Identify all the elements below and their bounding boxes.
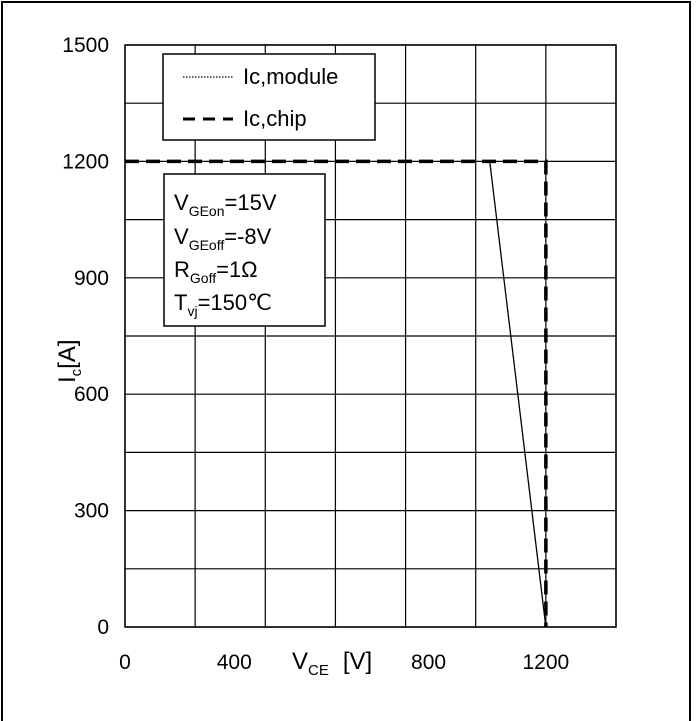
condition-box-frame bbox=[163, 173, 326, 327]
series-line-ic-module bbox=[489, 161, 547, 628]
tick-labels: 0 300 600 900 1200 1500 0 400 800 1200 bbox=[62, 34, 569, 674]
legend-label-chip: Ic,chip bbox=[243, 106, 307, 131]
y-tick-label: 600 bbox=[74, 383, 109, 406]
y-tick-label: 0 bbox=[97, 616, 109, 639]
x-tick-label: 0 bbox=[119, 651, 131, 674]
legend: Ic,module Ic,chip bbox=[162, 53, 376, 141]
condition-vgeoff: VGEoff=-8V bbox=[174, 224, 272, 253]
condition-rgoff: RGoff=1Ω bbox=[174, 257, 258, 286]
grid bbox=[124, 44, 617, 628]
plot-area-border bbox=[124, 44, 617, 628]
condition-vgeon: VGEon=15V bbox=[174, 190, 277, 219]
condition-tvj: Tvj=150℃ bbox=[174, 290, 272, 319]
x-tick-label: 800 bbox=[411, 651, 446, 674]
y-tick-label: 900 bbox=[74, 267, 109, 290]
series-line-ic-chip bbox=[125, 159, 548, 627]
x-tick-label: 400 bbox=[217, 651, 252, 674]
y-axis-label: Ic[A] bbox=[54, 339, 85, 383]
legend-label-module: Ic,module bbox=[243, 64, 338, 89]
condition-box: VGEon=15V VGEoff=-8V RGoff=1Ω Tvj=150℃ bbox=[163, 173, 326, 327]
series-layer bbox=[125, 159, 548, 628]
x-tick-label: 1200 bbox=[522, 651, 569, 674]
legend-box bbox=[162, 53, 376, 141]
y-tick-label: 1200 bbox=[62, 150, 109, 173]
y-tick-label: 1500 bbox=[62, 34, 109, 57]
x-axis-label: VCE [V] bbox=[292, 648, 372, 679]
y-tick-label: 300 bbox=[74, 500, 109, 523]
